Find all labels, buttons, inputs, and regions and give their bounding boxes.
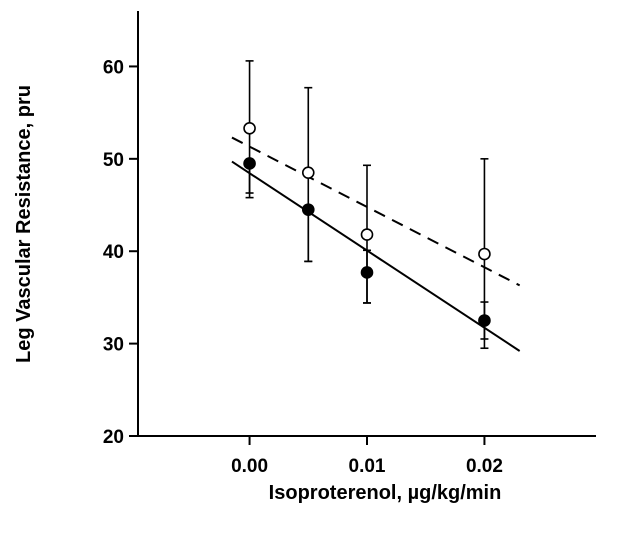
data-points — [243, 122, 491, 327]
x-tick-label: 0.00 — [231, 456, 268, 477]
y-tick-label: 50 — [103, 150, 124, 171]
y-tick-label: 40 — [103, 242, 124, 263]
x-tick-label: 0.02 — [466, 456, 503, 477]
data-point-filled — [478, 314, 491, 327]
x-tick-label: 0.01 — [349, 456, 386, 477]
data-point-open — [360, 228, 374, 241]
y-tick-label: 20 — [103, 427, 124, 448]
y-tick-label: 60 — [103, 57, 124, 78]
x-axis-label: Isoproterenol, µg/kg/min — [269, 482, 502, 504]
data-point-filled — [243, 157, 256, 170]
data-point-open — [478, 247, 491, 261]
data-point-open — [243, 122, 256, 135]
data-point-open — [301, 166, 315, 179]
y-tick-label: 30 — [103, 335, 124, 356]
fit-line-filled — [231, 160, 521, 352]
error-bars — [245, 60, 489, 350]
ticks: 20 30 40 50 60 0.00 0.01 0.02 — [103, 57, 503, 477]
fit-line-open — [231, 136, 521, 287]
data-point-filled — [301, 203, 315, 216]
data-point-filled — [360, 266, 374, 279]
y-axis-label: Leg Vascular Resistance, pru — [13, 85, 35, 363]
fit-lines — [231, 136, 521, 352]
